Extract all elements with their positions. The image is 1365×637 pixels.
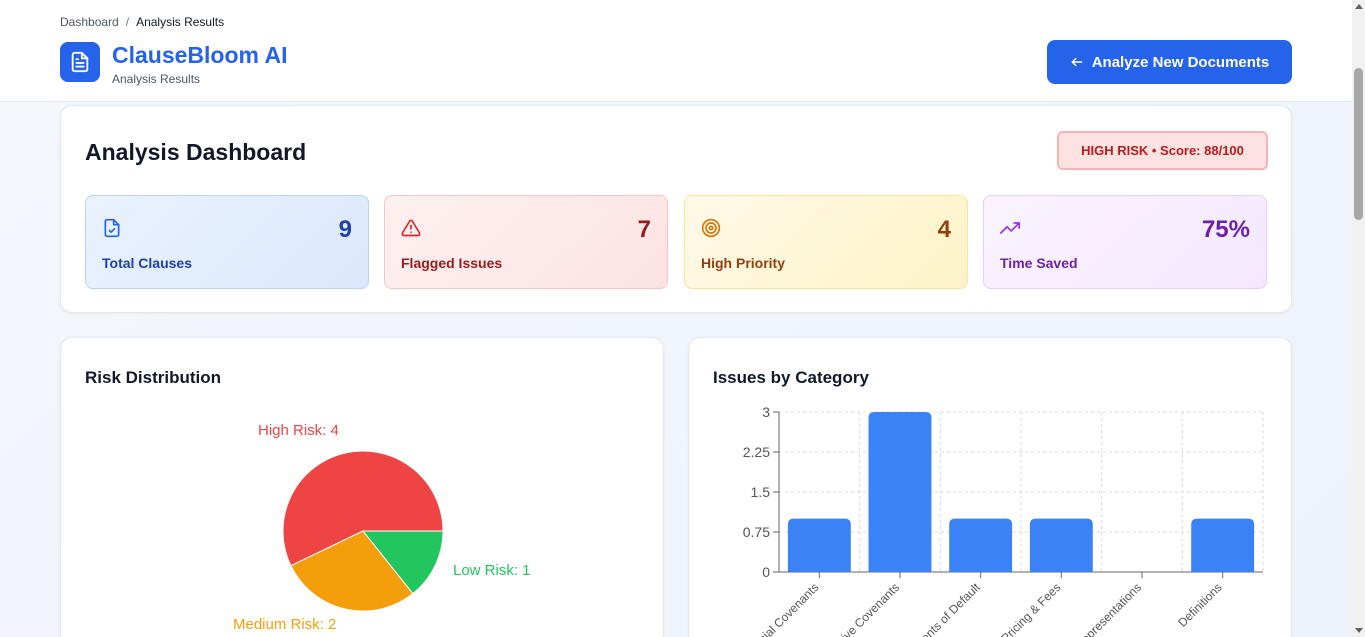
stat-high-priority: 4 High Priority <box>684 195 968 289</box>
risk-distribution-title: Risk Distribution <box>85 368 222 387</box>
breadcrumb-root-link[interactable]: Dashboard <box>60 15 119 29</box>
stat-label: Total Clauses <box>102 255 192 271</box>
stat-total-clauses: 9 Total Clauses <box>85 195 369 289</box>
bar[interactable] <box>1191 518 1255 572</box>
risk-score-badge: HIGH RISK • Score: 88/100 <box>1057 131 1268 170</box>
page-scrollbar[interactable] <box>1352 0 1365 637</box>
app-header: Dashboard / Analysis Results ClauseBloom A… <box>0 0 1352 102</box>
analysis-dashboard-card: Analysis Dashboard HIGH RISK • Score: 88… <box>60 105 1292 313</box>
x-tick-label: ancial Covenants <box>746 580 821 637</box>
x-tick-label: ents of Default <box>918 580 983 637</box>
bar[interactable] <box>1029 518 1093 572</box>
x-tick-label: ative Covenants <box>831 580 902 637</box>
document-icon <box>71 51 89 73</box>
target-icon <box>701 218 721 238</box>
risk-pie-chart: High Risk: 4 Medium Risk: 2 Low Risk: 1 <box>233 422 531 633</box>
pie-slice[interactable] <box>361 530 444 595</box>
scroll-thumb[interactable] <box>1354 68 1363 220</box>
y-tick-label: 0 <box>762 564 770 580</box>
stat-value: 7 <box>637 216 651 243</box>
x-tick-label: Definitions <box>1175 580 1225 630</box>
stat-value: 9 <box>338 216 352 243</box>
risk-distribution-card: Risk Distribution High Risk: 4 Medium Ris… <box>60 337 664 637</box>
issues-bar-chart: 0 0.75 1.5 2.25 3 ancial Covenants ative Coven… <box>743 404 1264 637</box>
issues-by-category-title: Issues by Category <box>713 368 869 387</box>
bar[interactable] <box>949 518 1013 572</box>
app-logo <box>60 42 100 82</box>
alert-triangle-icon <box>401 219 421 237</box>
arrow-left-icon <box>1071 57 1083 67</box>
breadcrumb-separator: / <box>125 15 130 29</box>
pie-slice[interactable] <box>282 450 444 567</box>
breadcrumb-current: Analysis Results <box>136 15 225 29</box>
scroll-down-arrow-icon[interactable] <box>1355 628 1363 633</box>
trending-up-icon <box>1000 222 1020 234</box>
y-tick-label: 2.25 <box>743 444 770 460</box>
stat-value: 4 <box>937 216 951 243</box>
pie-slice-label: Medium Risk: 2 <box>233 616 336 633</box>
bar[interactable] <box>787 518 851 572</box>
y-tick-label: 3 <box>762 404 770 420</box>
issues-by-category-card: Issues by Category 0 0.75 1.5 2.25 3 ancial C… <box>688 337 1292 637</box>
analyze-new-documents-button[interactable]: Analyze New Documents <box>1047 40 1292 84</box>
pie-slice-label: Low Risk: 1 <box>453 562 531 579</box>
y-tick-label: 1.5 <box>751 484 771 500</box>
y-tick-label: 0.75 <box>743 524 770 540</box>
breadcrumb: Dashboard / Analysis Results <box>60 15 224 29</box>
bar[interactable] <box>868 412 932 572</box>
file-check-icon <box>104 218 120 238</box>
x-tick-label: Representations <box>1072 580 1144 637</box>
pie-slice[interactable] <box>290 530 414 612</box>
brand-subtitle: Analysis Results <box>112 72 201 86</box>
dashboard-title: Analysis Dashboard <box>85 139 307 165</box>
analyze-button-label: Analyze New Documents <box>1091 53 1270 71</box>
stat-label: Time Saved <box>1000 255 1078 271</box>
stat-flagged-issues: 7 Flagged Issues <box>384 195 668 289</box>
stat-label: High Priority <box>701 255 786 271</box>
x-tick-label: Pricing & Fees <box>998 580 1063 637</box>
pie-slice-label: High Risk: 4 <box>258 422 339 439</box>
stat-label: Flagged Issues <box>401 255 503 271</box>
brand-name: ClauseBloom AI <box>112 42 288 68</box>
stat-value: 75% <box>1201 216 1250 243</box>
scroll-up-arrow-icon[interactable] <box>1355 4 1363 9</box>
stat-time-saved: 75% Time Saved <box>983 195 1267 289</box>
